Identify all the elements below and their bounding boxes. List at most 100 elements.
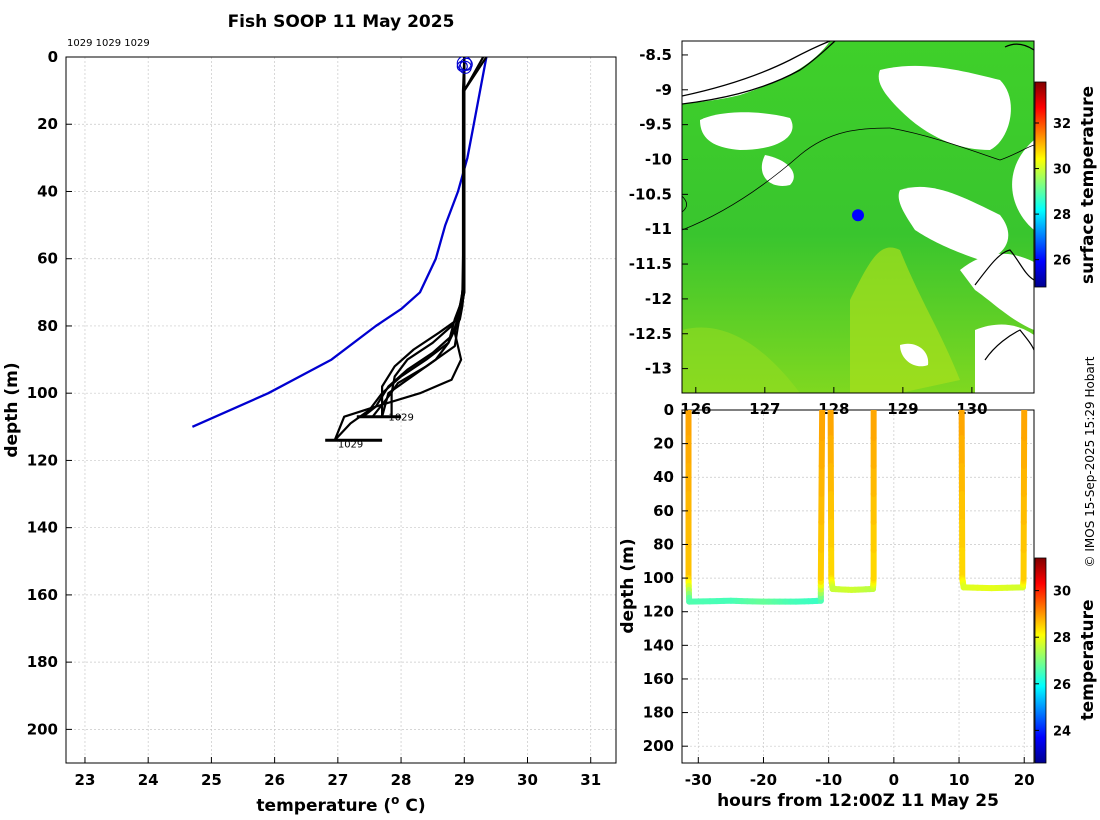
x-tick-label: -30 — [685, 771, 712, 789]
series-line-profile-7 — [371, 57, 466, 418]
x-tick-label: 26 — [264, 771, 285, 789]
x-tick-label: -10 — [815, 771, 842, 789]
ship-position-marker — [852, 209, 864, 222]
profile-y-ticks: 0 20 40 60 80 100 120 140 160 180 200 — [27, 48, 72, 738]
depth-time-x-axis-label: hours from 12:00Z 11 May 25 — [717, 791, 999, 811]
x-tick-label: -20 — [750, 771, 777, 789]
y-tick-label: 160 — [27, 586, 58, 604]
x-tick-label: 28 — [391, 771, 412, 789]
y-tick-label: 0 — [48, 48, 58, 66]
sst-colorbar — [1034, 81, 1047, 288]
series-line-climatology — [191, 57, 488, 428]
y-tick-label: 140 — [27, 519, 58, 537]
x-tick-label: 20 — [1014, 771, 1035, 789]
y-tick-label: 40 — [653, 468, 674, 486]
y-tick-label: 20 — [653, 435, 674, 453]
temperature-colorbar-tick-label: 30 — [1053, 585, 1071, 600]
profile-id-label: 1029 1029 1029 — [67, 38, 150, 49]
depth-time-panel: -30 -20 -10 0 10 20 0 20 40 60 80 100 120 140 160 180 2… — [618, 401, 1098, 811]
depth-time-tracks — [685, 410, 1028, 605]
lat-tick-label: -12 — [645, 290, 672, 308]
temperature-colorbar-ticks: 24 26 28 30 — [1035, 585, 1071, 739]
coastline-australia — [974, 249, 1034, 286]
y-tick-label: 200 — [643, 737, 674, 755]
cloud-patch — [1012, 140, 1034, 230]
depth-time-x-ticks: -30 -20 -10 0 10 20 — [685, 757, 1035, 789]
lat-tick-label: -11 — [645, 220, 672, 238]
y-tick-label: 200 — [27, 720, 58, 738]
depth-time-axes-frame — [681, 409, 1035, 764]
coastline — [682, 41, 831, 97]
x-tick-label: 27 — [327, 771, 348, 789]
lon-tick-label: 127 — [749, 400, 780, 418]
lat-tick-label: -12.5 — [629, 325, 672, 343]
lat-tick-label: -13 — [645, 360, 672, 378]
map-lat-ticks: -8.5 -9 -9.5 -10 -10.5 -11 -11.5 -12 -12.5 -13 — [629, 46, 688, 378]
y-tick-label: 120 — [643, 603, 674, 621]
profile-x-axis-label: temperature (o C) — [256, 793, 425, 816]
lat-tick-label: -9.5 — [639, 116, 672, 134]
land-australia — [960, 253, 1034, 330]
sst-colorbar-tick-label: 28 — [1053, 208, 1071, 223]
lon-tick-label: 129 — [887, 400, 918, 418]
land-timor — [682, 41, 830, 104]
x-tick-label: 25 — [201, 771, 222, 789]
cloud-patch — [898, 186, 1009, 260]
profile-grid — [66, 56, 616, 763]
depth-time-y-axis-label: depth (m) — [618, 538, 638, 633]
lat-tick-label: -10 — [645, 150, 672, 168]
bathymetry-contour — [682, 127, 1034, 231]
land-australia-south — [975, 324, 1034, 393]
coastline — [682, 41, 836, 105]
profile-x-ticks: 23 24 25 26 27 28 29 30 31 — [75, 757, 601, 789]
cloud-patch — [900, 343, 929, 367]
x-tick-label: 24 — [138, 771, 159, 789]
profile-axes-frame — [65, 56, 617, 764]
y-tick-label: 120 — [27, 451, 58, 469]
profile-y-axis-label: depth (m) — [2, 362, 22, 457]
sst-colorbar-tick-label: 30 — [1053, 163, 1071, 178]
map-panel: -8.5 -9 -9.5 -10 -10.5 -11 -11.5 -12 -12.5 -13 12… — [629, 40, 1098, 418]
temperature-colorbar-tick-label: 26 — [1053, 678, 1071, 693]
x-tick-label: 31 — [580, 771, 601, 789]
temperature-colorbar — [1034, 557, 1047, 764]
y-tick-label: 100 — [643, 569, 674, 587]
warm-sst-patch — [850, 247, 960, 393]
series-line-profile-2 — [390, 57, 485, 417]
series-line-profile-1 — [381, 57, 488, 417]
lat-tick-label: -8.5 — [639, 46, 672, 64]
warm-sst-patch-west — [682, 327, 800, 393]
y-tick-label: 140 — [643, 636, 674, 654]
cloud-patch — [878, 65, 1011, 150]
temperature-colorbar-label: temperature — [1078, 599, 1098, 720]
sst-map — [682, 41, 1034, 393]
coastline — [1004, 43, 1034, 51]
depth-time-y-ticks: 0 20 40 60 80 100 120 140 160 180 200 — [643, 401, 688, 755]
lat-tick-label: -10.5 — [629, 185, 672, 203]
profile-start-marker — [458, 60, 472, 74]
y-tick-label: 180 — [27, 653, 58, 671]
cloud-patch — [761, 155, 794, 186]
x-tick-label: 30 — [517, 771, 538, 789]
cloud-patch — [700, 112, 793, 150]
y-tick-label: 100 — [27, 384, 58, 402]
y-tick-label: 180 — [643, 704, 674, 722]
profile-series — [191, 57, 488, 442]
map-lon-ticks: 126 127 128 129 130 — [680, 387, 988, 418]
y-tick-label: 0 — [664, 401, 674, 419]
profile-id-annotation: 1029 — [388, 413, 413, 424]
lon-tick-label: 126 — [680, 400, 711, 418]
sst-colorbar-ticks: 26 28 30 32 — [1035, 117, 1071, 269]
y-tick-label: 60 — [653, 502, 674, 520]
profile-panel: Fish SOOP 11 May 2025 1029 1029 1029 23 2… — [2, 12, 617, 816]
lat-tick-label: -9 — [655, 81, 672, 99]
profile-id-annotation: 1029 — [338, 440, 363, 451]
y-tick-label: 160 — [643, 670, 674, 688]
y-tick-label: 20 — [37, 115, 58, 133]
temperature-colorbar-tick-label: 24 — [1053, 724, 1071, 739]
y-tick-label: 60 — [37, 250, 58, 268]
lat-tick-label: -11.5 — [629, 255, 672, 273]
x-tick-label: 23 — [75, 771, 96, 789]
credit-text: © IMOS 15-Sep-2025 15:29 Hobart — [1083, 356, 1097, 567]
temperature-colorbar-tick-label: 28 — [1053, 631, 1071, 646]
